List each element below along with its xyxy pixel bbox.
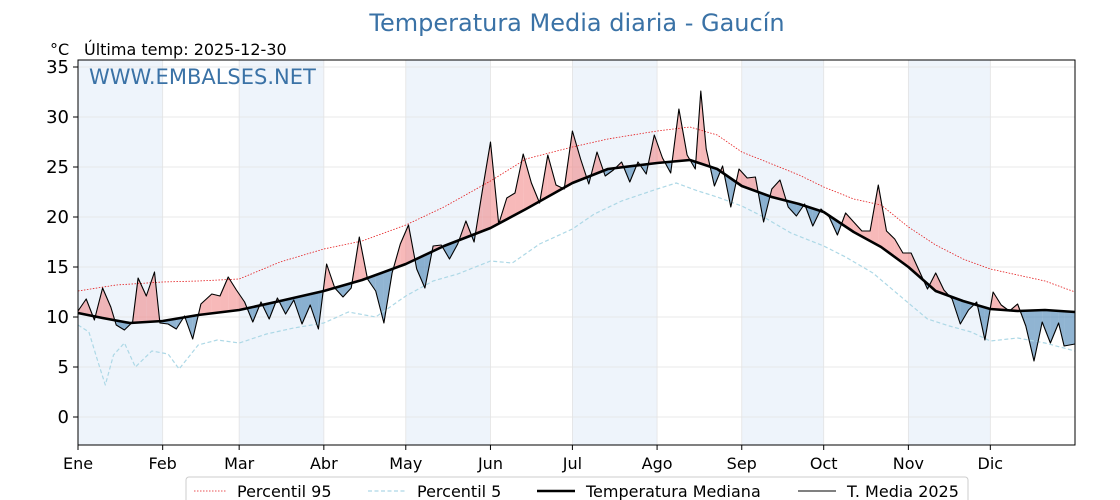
fill-above-median	[572, 131, 581, 183]
x-tick-label-jun: Jun	[477, 454, 503, 473]
y-tick-label: 0	[58, 407, 69, 428]
month-band-nov	[908, 60, 991, 445]
fill-above-median	[236, 290, 245, 311]
chart-title: Temperatura Media diaria - Gaucín	[368, 9, 784, 37]
legend-label-t-media-2025: T. Media 2025	[846, 482, 959, 500]
fill-above-median	[146, 272, 155, 322]
legend-label-percentil-5: Percentil 5	[417, 482, 501, 500]
fill-below-median	[1042, 310, 1051, 343]
x-tick-label-may: May	[389, 454, 422, 473]
fill-above-median	[211, 294, 221, 314]
data-series	[77, 90, 1076, 386]
fill-above-median	[515, 154, 524, 215]
fill-above-median	[220, 277, 229, 313]
plot-frame	[77, 59, 1076, 446]
y-tick-label: 30	[46, 107, 69, 128]
y-tick-label: 5	[58, 357, 69, 378]
month-band-jul	[572, 60, 658, 445]
fill-below-median	[960, 300, 969, 324]
x-tick-label-ago: Ago	[642, 454, 673, 473]
x-tick-label-sep: Sep	[727, 454, 757, 473]
fill-above-median	[200, 294, 212, 315]
x-tick-label-abr: Abr	[310, 454, 338, 473]
y-tick-label: 25	[46, 157, 69, 178]
fill-below-median	[416, 255, 425, 288]
fill-below-median	[1034, 310, 1043, 361]
fill-below-median	[1064, 311, 1075, 346]
y-tick-label: 10	[46, 307, 69, 328]
month-bands	[78, 60, 991, 445]
last-temp-label: Última temp: 2025-12-30	[84, 40, 287, 59]
fill-above-median	[902, 253, 912, 270]
fill-above-median	[739, 169, 748, 188]
fill-below-median	[367, 275, 376, 291]
fill-below-median	[1058, 310, 1065, 346]
legend: Percentil 95 Percentil 5 Temperatura Media…	[185, 476, 969, 500]
x-tick-label-feb: Feb	[149, 454, 177, 473]
fill-below-median	[342, 283, 352, 297]
fill-above-median	[506, 193, 516, 220]
x-tick-label-jul: Jul	[562, 454, 582, 473]
series-t-media-2025	[77, 90, 1076, 362]
x-tick-label-mar: Mar	[224, 454, 255, 473]
fill-above-median	[102, 288, 111, 320]
x-tick-label-ene: Ene	[63, 454, 93, 473]
fill-above-median	[138, 278, 147, 323]
fill-below-median	[1025, 310, 1035, 361]
fill-above-median	[482, 142, 491, 232]
fill-above-median	[771, 180, 780, 200]
fill-below-median	[301, 294, 311, 324]
month-band-ene	[78, 60, 163, 445]
month-band-mar	[239, 60, 324, 445]
x-axis: Ene Feb Mar Abr May Jun Jul Ago Sep Oct Nov Dic	[63, 445, 1003, 473]
fill-above-median	[523, 154, 532, 211]
fill-below-median	[168, 318, 177, 329]
fill-above-median	[878, 185, 887, 251]
x-tick-label-nov: Nov	[893, 454, 924, 473]
fill-below-median	[1050, 310, 1059, 343]
y-axis: 0 5 10 15 20 25 30 35	[46, 57, 78, 428]
x-tick-label-dic: Dic	[978, 454, 1004, 473]
y-tick-label: 35	[46, 57, 69, 78]
fill-above-median	[870, 185, 879, 246]
fill-above-median	[547, 155, 557, 197]
month-band-sep	[741, 60, 824, 445]
fill-below-median	[788, 201, 797, 216]
series-percentil-95	[77, 126, 1076, 293]
fill-above-median	[400, 225, 409, 266]
fill-above-median	[993, 292, 1002, 310]
legend-box	[185, 476, 969, 500]
fill-below-median	[310, 292, 319, 329]
x-tick-label-oct: Oct	[810, 454, 838, 473]
y-unit-label: °C	[50, 40, 69, 59]
series-temperatura-mediana	[77, 158, 1076, 325]
fill-above-median	[228, 277, 237, 312]
fill-below-median	[375, 272, 384, 323]
y-tick-label: 15	[46, 257, 69, 278]
legend-label-percentil-95: Percentil 95	[237, 482, 332, 500]
y-tick-label: 20	[46, 207, 69, 228]
legend-label-temperatura-mediana: Temperatura Mediana	[585, 482, 761, 500]
watermark: WWW.EMBALSES.NET	[89, 65, 316, 89]
series-percentil-5	[77, 182, 1076, 386]
